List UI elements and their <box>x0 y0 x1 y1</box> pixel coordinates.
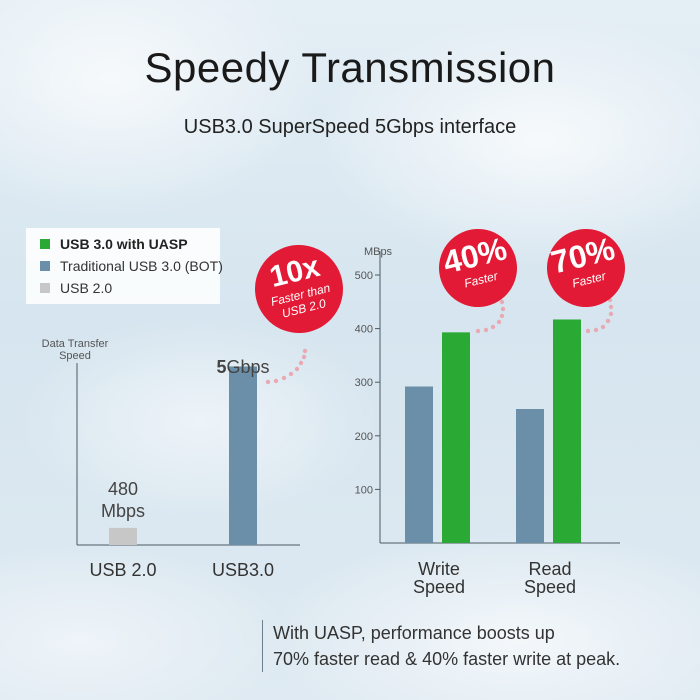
legend-item-uasp: USB 3.0 with UASP <box>40 234 188 254</box>
chart2-callout-2: 70%Faster <box>547 229 625 307</box>
chart2-callout-1-connector-dot-3 <box>496 319 502 325</box>
legend-swatch-usb2 <box>40 283 50 293</box>
chart1-value-label-2: 5Gbps <box>216 357 269 377</box>
chart2-callout-1-connector-dot-2 <box>490 324 496 330</box>
chart1-callout-connector-dot-5 <box>298 360 304 366</box>
chart1-callout-connector-dot-6 <box>301 354 307 360</box>
legend-item-bot: Traditional USB 3.0 (BOT) <box>40 256 223 276</box>
chart1-callout-connector-dot-4 <box>294 366 300 372</box>
chart2-tick-label-4: 400 <box>355 324 373 336</box>
chart1-callout-circle <box>255 245 343 333</box>
chart2-callout-2-connector-dot-3 <box>605 318 611 324</box>
chart2-ylabel: MBps <box>364 246 393 258</box>
legend-label-uasp: USB 3.0 with UASP <box>60 236 188 252</box>
legend-item-usb2: USB 2.0 <box>40 278 112 298</box>
footer-note: With UASP, performance boosts up 70% fas… <box>262 620 620 672</box>
chart2-callout-1-connector-dot-5 <box>500 306 506 312</box>
chart2-callout-2-connector-dot-0 <box>585 328 591 334</box>
chart2-category-label-1-line-1: Write <box>418 559 460 579</box>
chart2-callout-2-connector-dot-2 <box>600 324 606 330</box>
chart1-value-label-1-number: 480 <box>108 479 138 499</box>
chart1-bar-2 <box>229 366 257 545</box>
page-title: Speedy Transmission <box>144 44 556 91</box>
chart2-bar-bot-2 <box>516 409 544 543</box>
legend-swatch-uasp <box>40 239 50 249</box>
chart1-callout-connector-dot-1 <box>273 378 279 384</box>
chart2-category-label-1-line-2: Speed <box>413 577 465 597</box>
chart2-tick-label-1: 100 <box>355 484 373 496</box>
legend-label-usb2: USB 2.0 <box>60 280 113 296</box>
chart2-callout-2-connector-dot-4 <box>608 311 614 317</box>
chart1-bar-1 <box>109 527 137 545</box>
chart1-callout-connector-dot-3 <box>288 371 294 377</box>
chart2-tick-label-2: 200 <box>355 431 373 443</box>
chart2-callout-1-connector-dot-0 <box>475 328 481 334</box>
page-subtitle: USB3.0 SuperSpeed 5Gbps interface <box>183 116 517 138</box>
chart1-callout-connector-dot-2 <box>281 375 287 381</box>
chart2-bar-bot-1 <box>405 386 433 543</box>
chart1-tick-label-2: USB3.0 <box>212 560 274 580</box>
chart1-tick-label-1: USB 2.0 <box>89 560 156 580</box>
chart2-category-label-2-line-2: Speed <box>524 577 576 597</box>
chart2-tick-label-3: 300 <box>355 377 373 389</box>
chart2-callout-1: 40%Faster <box>439 229 517 307</box>
legend-label-bot: Traditional USB 3.0 (BOT) <box>60 258 223 274</box>
chart2-category-label-2-line-1: Read <box>528 559 571 579</box>
chart2-callout-1-connector-dot-1 <box>483 327 489 333</box>
footer-line-2: 70% faster read & 40% faster write at pe… <box>273 649 621 669</box>
chart2-callout-1-connector-dot-4 <box>499 313 505 319</box>
chart1-value-label-1-unit: Mbps <box>101 501 145 521</box>
chart2-callout-2-circle <box>547 229 625 307</box>
chart2-callout-2-connector-dot-1 <box>593 327 599 333</box>
chart2-callout-1-circle <box>439 229 517 307</box>
chart2-callout-1-connector-dot-6 <box>499 299 505 305</box>
chart1-callout-connector-dot-7 <box>302 348 308 354</box>
chart2-bar-uasp-2 <box>553 319 581 543</box>
footer-line-1: With UASP, performance boosts up <box>273 623 555 643</box>
chart1-callout-connector-dot-0 <box>265 379 271 385</box>
chart1-ylabel-line-2: Speed <box>59 350 91 362</box>
chart2-callout-2-connector-dot-5 <box>608 304 614 310</box>
chart2-bar-uasp-1 <box>442 332 470 543</box>
chart-legend: USB 3.0 with UASP Traditional USB 3.0 (B… <box>26 228 223 304</box>
chart1-ylabel-line-1: Data Transfer <box>42 338 109 350</box>
chart2-tick-label-5: 500 <box>355 270 373 282</box>
legend-swatch-bot <box>40 261 50 271</box>
